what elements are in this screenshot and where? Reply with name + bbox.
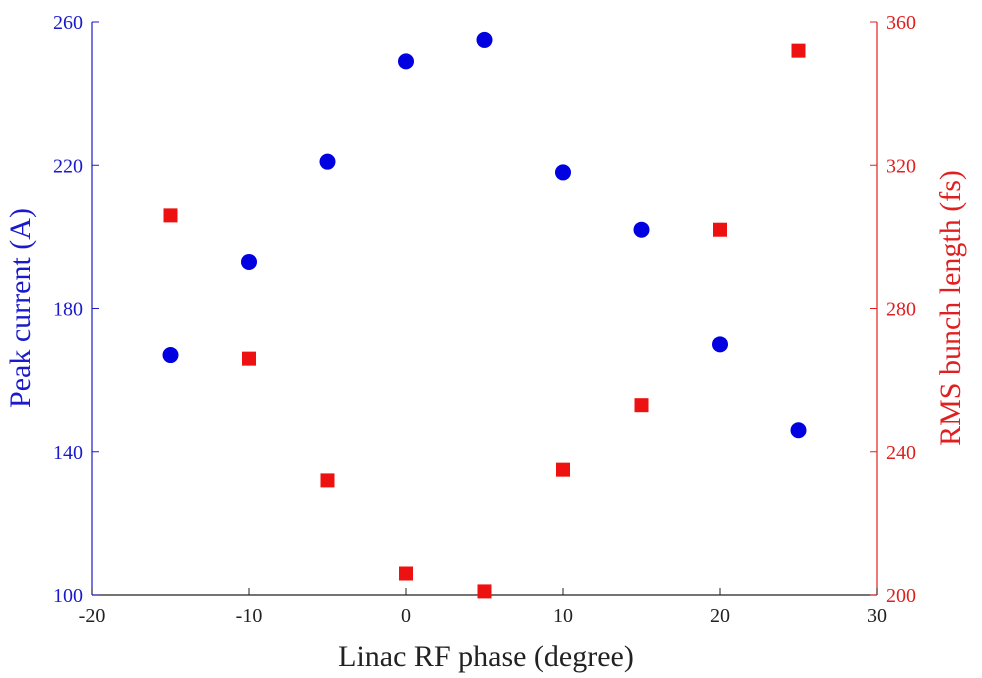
x-tick-label: -20 — [79, 605, 106, 627]
x-axis-title: Linac RF phase (degree) — [338, 640, 634, 673]
bunch-length-point — [791, 43, 806, 58]
peak-current-point — [712, 336, 728, 353]
bunch-length-point — [556, 462, 570, 477]
bunch-length-point — [242, 351, 256, 366]
x-tick-label: 0 — [401, 605, 411, 627]
peak-current-point — [633, 221, 650, 238]
right-y-tick-label: 240 — [886, 442, 916, 464]
left-y-tick-label: 180 — [53, 299, 83, 321]
peak-current-point — [241, 253, 257, 270]
right-y-axis-title: RMS bunch length (fs) — [934, 170, 967, 446]
peak-current-point — [790, 422, 807, 439]
left-y-tick-label: 100 — [53, 585, 83, 607]
bunch-length-point — [477, 584, 492, 599]
axes: -20 -10 0 10 20 30 100 140 180 220 260 200 240 280 320… — [53, 12, 916, 627]
data-markers — [162, 31, 807, 599]
peak-current-point — [162, 347, 179, 364]
axis-labels: Linac RF phase (degree) Peak current (A)… — [4, 170, 967, 673]
x-tick-label: 30 — [867, 605, 887, 627]
right-y-tick-label: 280 — [886, 299, 916, 321]
x-tick-label: -10 — [236, 605, 263, 627]
bunch-length-point — [320, 473, 335, 488]
left-y-axis-title: Peak current (A) — [4, 208, 37, 408]
peak-current-point — [555, 164, 571, 181]
peak-current-point — [476, 31, 493, 48]
right-y-tick-label: 360 — [886, 12, 916, 34]
bunch-length-point — [399, 566, 413, 581]
left-y-tick-label: 220 — [53, 155, 83, 177]
right-y-tick-label: 200 — [886, 585, 916, 607]
peak-current-point — [319, 153, 336, 170]
left-y-tick-label: 260 — [53, 12, 83, 34]
bunch-length-point — [163, 208, 178, 223]
x-tick-label: 10 — [553, 605, 573, 627]
bunch-length-point — [634, 398, 649, 413]
x-tick-label: 20 — [710, 605, 730, 627]
right-y-tick-label: 320 — [886, 155, 916, 177]
left-y-tick-label: 140 — [53, 442, 83, 464]
peak-current-point — [398, 53, 414, 70]
bunch-length-point — [713, 222, 727, 237]
